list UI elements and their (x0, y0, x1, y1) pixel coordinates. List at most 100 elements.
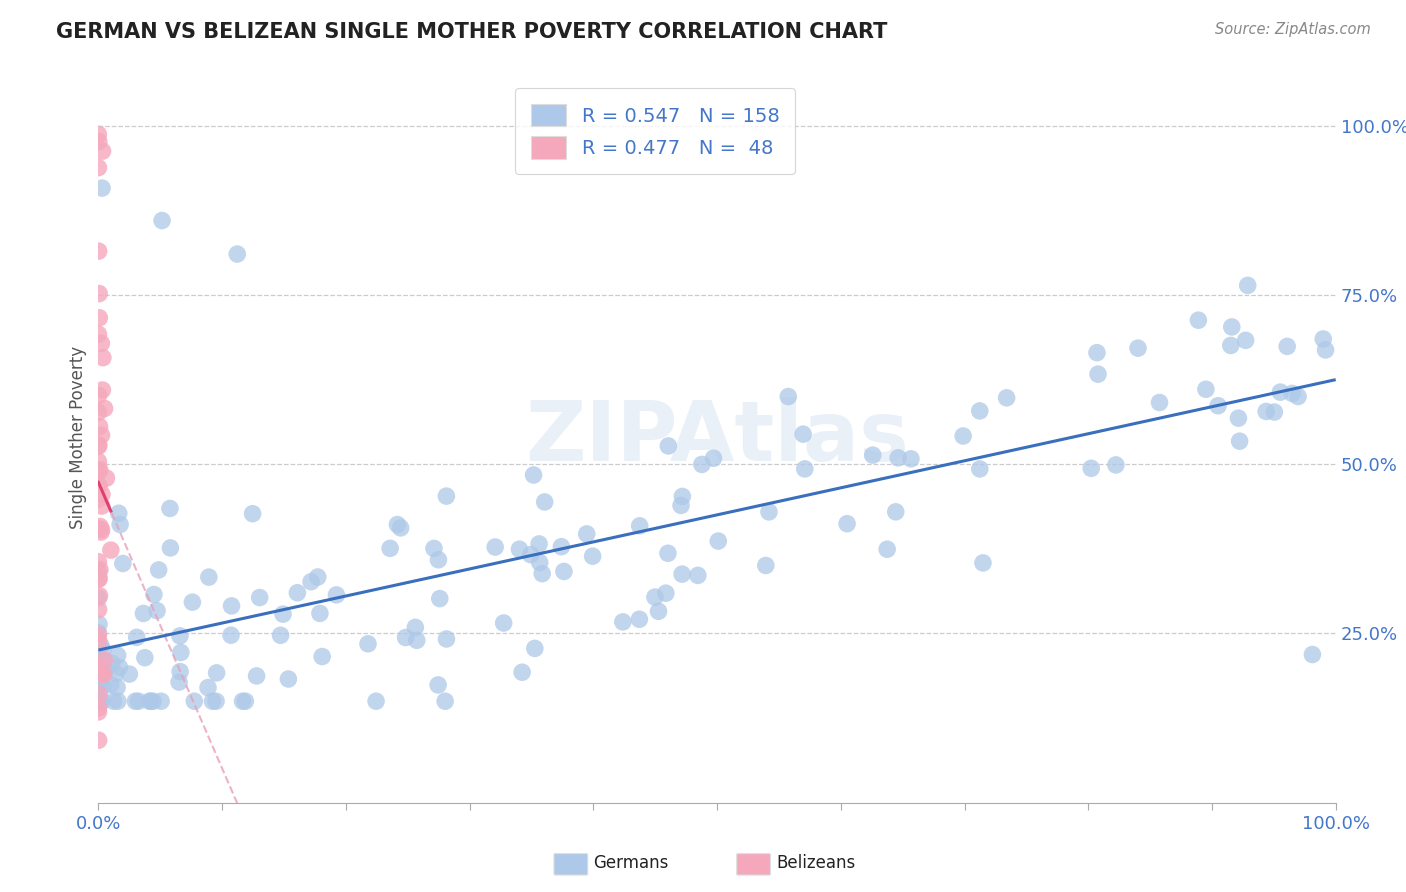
Point (139, 694, 162, 708)
Point (1187, 313, 1209, 327)
Point (862, 448, 884, 462)
Point (1236, 278, 1258, 293)
Point (1286, 390, 1309, 404)
Point (628, 612, 651, 626)
Point (87, 405, 110, 419)
Point (108, 517, 131, 532)
Point (134, 650, 156, 665)
Point (533, 495, 555, 509)
Point (118, 667, 141, 681)
Text: Belizeans: Belizeans (776, 854, 855, 871)
Point (270, 628, 292, 642)
Point (89, 286, 111, 301)
Point (1080, 461, 1102, 475)
Point (1087, 367, 1109, 381)
Point (91, 643, 114, 657)
Point (90, 639, 112, 653)
Point (655, 586, 678, 600)
Point (87, 135, 110, 149)
Point (387, 517, 409, 532)
Point (148, 563, 170, 577)
Point (575, 527, 598, 541)
Point (91, 351, 114, 365)
Point (91, 383, 114, 397)
Point (87, 648, 110, 663)
Point (87, 464, 110, 478)
Point (686, 568, 709, 582)
Point (436, 632, 458, 646)
Point (309, 607, 332, 621)
Point (242, 507, 264, 521)
Point (1301, 648, 1323, 662)
Point (90, 336, 112, 351)
Point (87, 564, 110, 578)
Point (755, 558, 778, 573)
Point (87, 327, 110, 342)
Point (87, 602, 110, 616)
Point (553, 565, 575, 579)
Point (146, 604, 169, 618)
Text: ZIPAtlas: ZIPAtlas (524, 397, 910, 477)
Point (644, 590, 666, 604)
Point (1256, 404, 1278, 418)
Point (105, 681, 128, 695)
Point (702, 451, 724, 466)
Point (1312, 332, 1334, 346)
Point (87, 628, 110, 642)
Point (792, 427, 814, 442)
Point (93, 654, 115, 668)
Point (89, 589, 111, 603)
Point (969, 462, 991, 476)
Point (972, 556, 994, 570)
Point (89, 462, 111, 476)
Point (628, 518, 651, 533)
Point (107, 694, 129, 708)
Point (690, 458, 713, 472)
Point (1315, 343, 1337, 357)
Point (1220, 320, 1243, 334)
Point (707, 534, 730, 549)
Point (582, 549, 605, 564)
Point (91, 181, 114, 195)
Point (995, 391, 1018, 405)
Point (94, 664, 117, 678)
Point (1206, 399, 1229, 413)
Point (519, 548, 541, 562)
Point (89, 571, 111, 585)
Point (884, 505, 907, 519)
Point (169, 665, 191, 679)
Point (657, 546, 679, 560)
Point (1105, 458, 1128, 472)
Point (87, 438, 110, 452)
Point (277, 672, 299, 686)
Point (197, 681, 219, 695)
Point (87, 669, 110, 683)
Point (1281, 386, 1303, 401)
Point (169, 629, 191, 643)
Point (138, 694, 160, 708)
Point (1227, 411, 1250, 425)
Point (205, 665, 228, 680)
Point (107, 506, 129, 520)
Point (87, 555, 110, 569)
Point (89, 665, 111, 679)
Point (1270, 385, 1292, 400)
Point (124, 694, 146, 708)
Point (307, 570, 329, 584)
Point (89, 310, 111, 325)
Point (89, 479, 111, 493)
Point (167, 675, 190, 690)
Point (311, 649, 333, 664)
Point (778, 390, 800, 404)
Point (389, 521, 412, 535)
Point (1234, 334, 1257, 348)
Text: Source: ZipAtlas.com: Source: ZipAtlas.com (1215, 22, 1371, 37)
Point (91, 144, 114, 158)
Point (671, 567, 693, 582)
Point (93, 667, 115, 681)
Point (87, 700, 110, 714)
Point (647, 604, 669, 618)
Point (522, 468, 544, 483)
Point (1195, 382, 1218, 396)
Point (1126, 341, 1149, 355)
